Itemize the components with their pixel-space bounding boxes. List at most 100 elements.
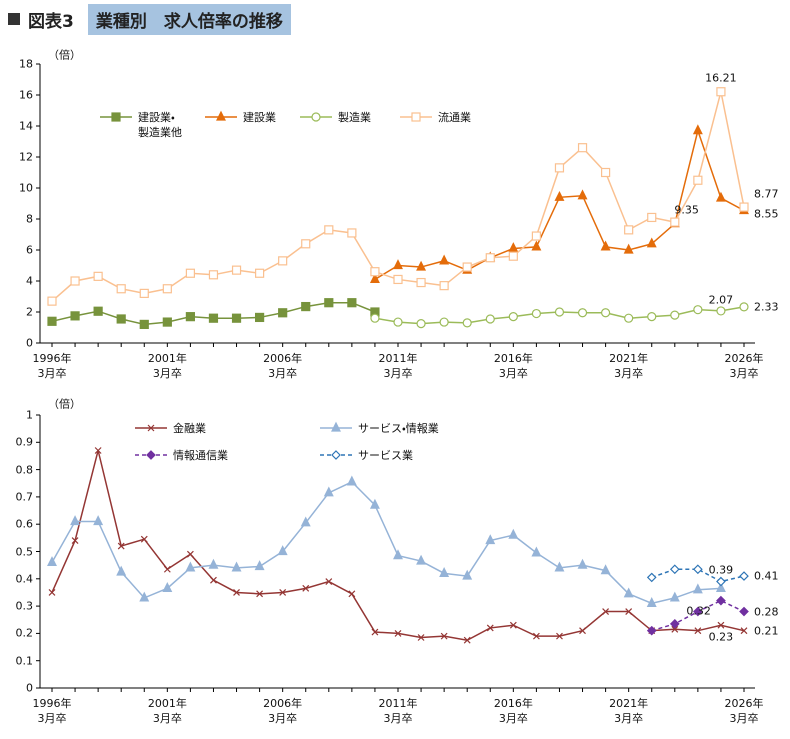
value-label: 8.55 — [754, 207, 779, 221]
marker — [646, 572, 657, 583]
legend-label: サービス業 — [358, 449, 413, 462]
marker — [439, 317, 449, 327]
marker — [47, 316, 57, 326]
marker — [324, 298, 334, 308]
marker — [508, 528, 519, 539]
marker — [146, 450, 156, 460]
marker — [394, 629, 402, 637]
marker — [531, 546, 542, 557]
marker — [301, 301, 311, 312]
marker — [254, 560, 265, 571]
legend-label: 建設業・ 製造業他 — [138, 111, 182, 139]
x-tick-label: 1996年 3月卒 — [32, 697, 72, 725]
x-tick-label: 2001年 3月卒 — [147, 697, 187, 725]
value-label: 0.21 — [754, 624, 779, 638]
marker — [739, 302, 749, 312]
y-tick-label: 0.6 — [15, 517, 34, 531]
marker — [692, 583, 703, 594]
marker — [139, 591, 150, 602]
marker — [185, 561, 196, 572]
y-tick-label: 4 — [26, 274, 33, 288]
marker — [370, 313, 380, 323]
marker — [47, 556, 57, 567]
marker — [717, 621, 725, 629]
marker — [739, 571, 749, 581]
marker — [554, 163, 565, 173]
marker — [279, 589, 287, 596]
y-tick-label: 0.9 — [15, 435, 34, 449]
y-tick-label: 2 — [26, 305, 33, 319]
series-line — [51, 480, 721, 605]
marker — [554, 561, 565, 572]
marker — [323, 486, 334, 497]
marker — [117, 542, 125, 550]
marker — [311, 112, 321, 122]
marker — [715, 582, 726, 592]
marker — [600, 564, 611, 575]
header-square — [8, 13, 20, 25]
marker — [554, 190, 565, 201]
marker — [162, 582, 173, 592]
marker — [669, 591, 680, 602]
x-tick-label: 2001年 3月卒 — [147, 352, 187, 380]
value-label: 2.07 — [708, 293, 734, 307]
y-tick-label: 10 — [19, 181, 33, 195]
marker — [116, 565, 127, 576]
y-tick-label: 0 — [26, 336, 33, 350]
marker — [210, 576, 217, 584]
y-tick-label: 6 — [26, 243, 33, 257]
marker — [669, 618, 680, 629]
marker — [185, 268, 195, 278]
marker — [716, 87, 726, 97]
marker — [140, 535, 148, 543]
marker — [302, 584, 310, 592]
x-tick-label: 2016年 3月卒 — [493, 352, 533, 380]
marker — [694, 627, 702, 635]
marker — [623, 587, 634, 598]
marker — [208, 270, 219, 280]
marker — [300, 516, 311, 527]
marker — [624, 225, 634, 235]
value-label: 0.41 — [754, 569, 779, 583]
marker — [531, 231, 542, 241]
marker — [277, 545, 288, 556]
marker — [646, 625, 657, 636]
marker — [463, 636, 471, 644]
y-tick-label: 0 — [26, 681, 33, 695]
marker — [693, 606, 703, 617]
marker — [669, 564, 680, 575]
value-label: 0.39 — [708, 563, 734, 577]
y-tick-label: 0.5 — [15, 545, 34, 558]
marker — [439, 254, 450, 265]
marker — [208, 558, 219, 569]
marker — [416, 319, 426, 329]
y-tick-label: 18 — [19, 57, 33, 71]
marker — [602, 608, 610, 615]
marker — [531, 308, 542, 319]
series-line — [651, 568, 745, 583]
marker — [716, 576, 726, 587]
marker — [70, 276, 80, 286]
marker — [416, 277, 426, 288]
marker — [346, 475, 357, 486]
marker — [600, 240, 611, 251]
marker — [231, 265, 242, 275]
marker — [71, 537, 79, 545]
marker — [48, 589, 56, 596]
x-tick-label: 2016年 3月卒 — [493, 697, 533, 725]
marker — [347, 298, 357, 308]
x-tick-label: 2011年 3月卒 — [378, 352, 418, 380]
marker — [556, 632, 563, 640]
marker — [94, 447, 102, 454]
legend-label: 建設業 — [243, 111, 276, 124]
marker — [439, 566, 450, 577]
marker — [577, 189, 588, 200]
marker — [186, 550, 194, 558]
y-unit: （倍） — [48, 48, 81, 62]
marker — [70, 515, 81, 526]
marker — [256, 590, 264, 598]
marker — [647, 212, 657, 223]
marker — [670, 217, 680, 227]
marker — [485, 534, 496, 545]
